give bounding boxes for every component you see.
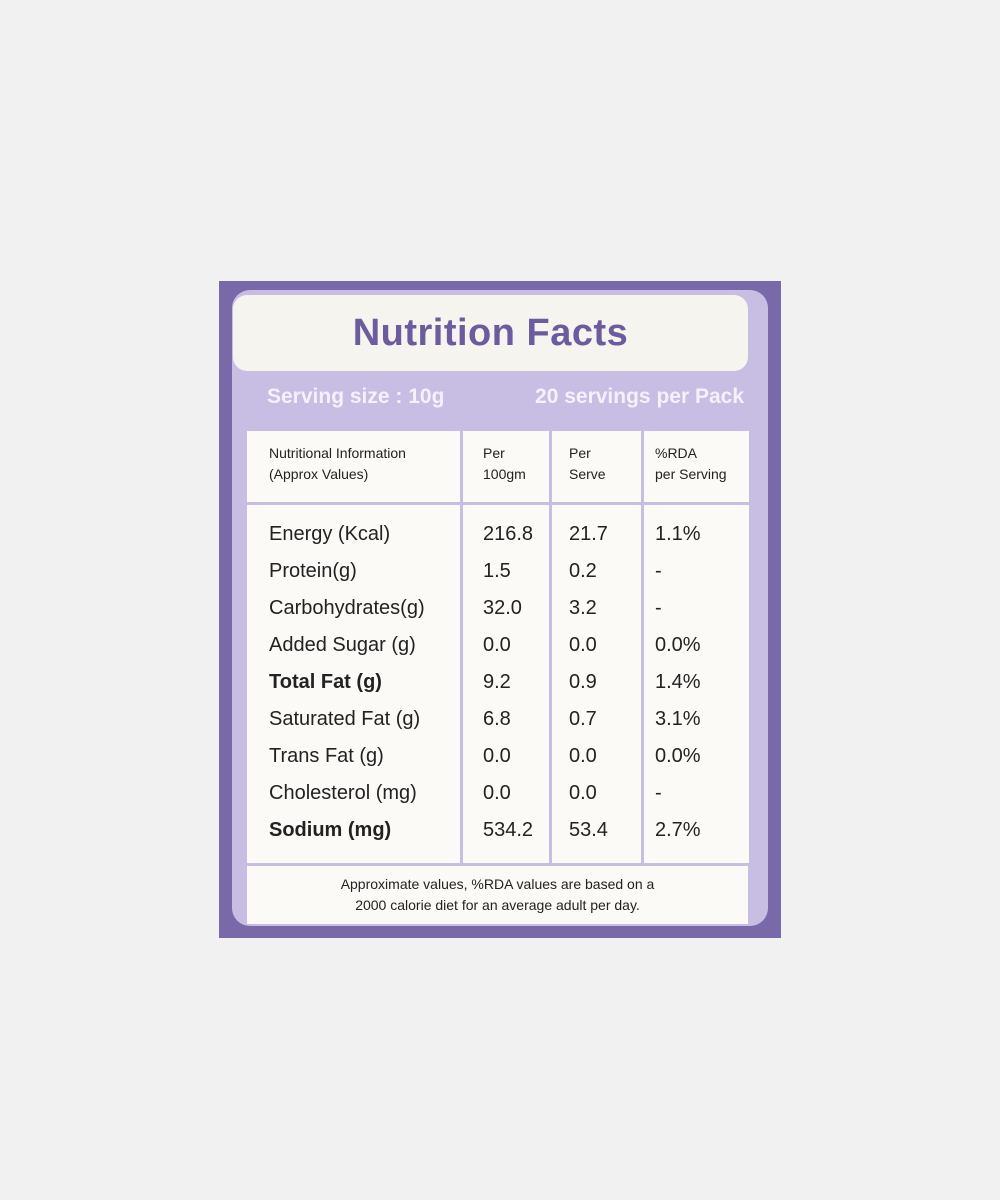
table-cell: 0.0 — [483, 634, 511, 656]
table-cell: - — [655, 782, 662, 804]
table-cell: 32.0 — [483, 597, 522, 619]
footnote: Approximate values, %RDA values are base… — [247, 866, 748, 924]
table-cell: 0.0 — [569, 634, 597, 656]
column-header: Per Serve — [552, 431, 641, 502]
table-column: Energy (Kcal) Protein(g) Carbohydrates(g) A… — [247, 505, 460, 863]
table-cell: 3.1% — [655, 708, 701, 730]
table-cell: Carbohydrates(g) — [269, 597, 425, 619]
table-cell: 6.8 — [483, 708, 511, 730]
table-column: 1.1% - - 0.0% 1.4% 3.1% 0.0% - 2.7% — [644, 505, 749, 863]
table-cell: 1.4% — [655, 671, 701, 693]
table-cell: 1.5 — [483, 560, 511, 582]
table-cell: 0.2 — [569, 560, 597, 582]
column-header: %RDA per Serving — [644, 431, 749, 502]
serving-size: Serving size : 10g — [267, 385, 445, 408]
label-panel: Nutrition Facts Serving size : 10g 20 se… — [232, 290, 768, 926]
table-cell: 3.2 — [569, 597, 597, 619]
title: Nutrition Facts — [352, 311, 629, 354]
table-cell: Protein(g) — [269, 560, 357, 582]
table-cell: 2.7% — [655, 819, 701, 841]
title-box: Nutrition Facts — [233, 295, 748, 371]
column-header: Nutritional Information (Approx Values) — [247, 431, 460, 502]
table-column: 21.7 0.2 3.2 0.0 0.9 0.7 0.0 0.0 53.4 — [552, 505, 641, 863]
table-cell: 0.9 — [569, 671, 597, 693]
table-cell: Sodium (mg) — [269, 819, 392, 841]
table-cell: 216.8 — [483, 523, 534, 545]
table-cell: - — [655, 560, 662, 582]
column-header: Per 100gm — [463, 431, 549, 502]
table-cell: 53.4 — [569, 819, 608, 841]
table-cell: 0.0 — [569, 745, 597, 767]
table-cell: Added Sugar (g) — [269, 634, 416, 656]
table-cell: 9.2 — [483, 671, 511, 693]
table-cell: 21.7 — [569, 523, 608, 545]
table-cell: 0.0 — [483, 782, 511, 804]
table-cell: - — [655, 597, 662, 619]
servings-per-pack: 20 servings per Pack — [535, 385, 744, 408]
table-cell: 0.0% — [655, 634, 701, 656]
table-cell: Energy (Kcal) — [269, 523, 391, 545]
table-cell: 0.0 — [483, 745, 511, 767]
nutrition-label: Nutrition Facts Serving size : 10g 20 se… — [219, 281, 781, 938]
table-cell: 0.0% — [655, 745, 701, 767]
table-cell: 1.1% — [655, 523, 701, 545]
table-cell: Total Fat (g) — [269, 671, 382, 693]
table-column: 216.8 1.5 32.0 0.0 9.2 6.8 0.0 0.0 534.2 — [463, 505, 549, 863]
table-cell: Saturated Fat (g) — [269, 708, 421, 730]
table-cell: 534.2 — [483, 819, 534, 841]
table-cell: Trans Fat (g) — [269, 745, 384, 767]
table-cell: 0.0 — [569, 782, 597, 804]
table-cell: Cholesterol (mg) — [269, 782, 417, 804]
table-cell: 0.7 — [569, 708, 597, 730]
